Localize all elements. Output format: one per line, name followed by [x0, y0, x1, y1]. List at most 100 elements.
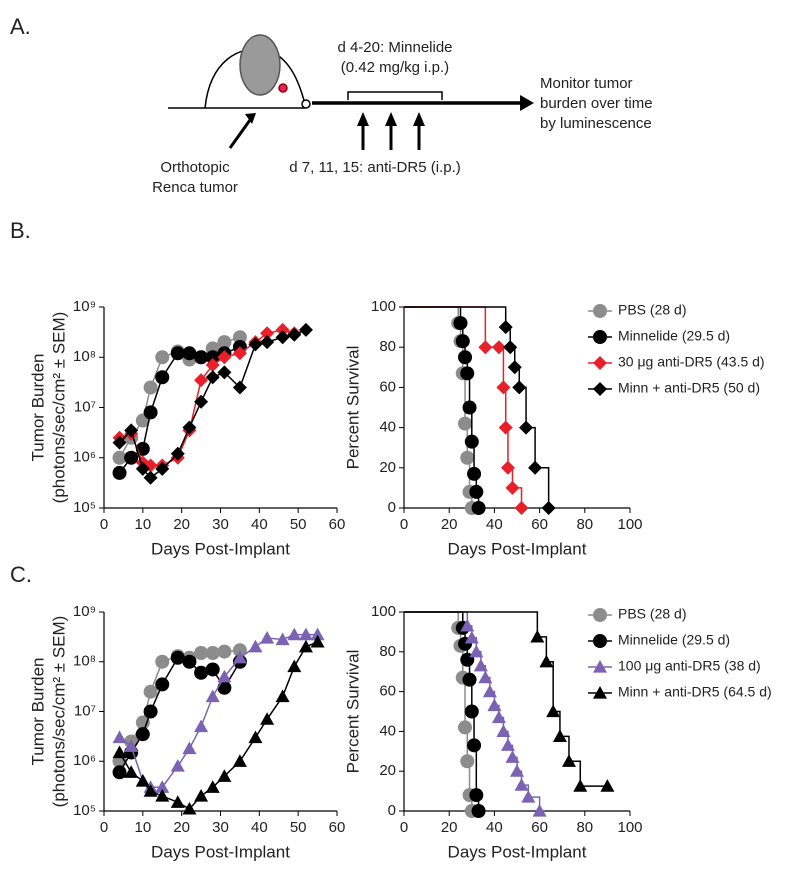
marker	[124, 765, 139, 778]
marker	[532, 804, 547, 817]
marker	[310, 634, 325, 648]
marker	[298, 322, 313, 337]
x-tick-label: 10	[134, 516, 151, 533]
marker	[182, 654, 197, 669]
y-tick-label: 10⁷	[74, 398, 96, 415]
marker	[310, 627, 325, 641]
annotation: by luminescence	[540, 115, 652, 132]
marker	[453, 316, 468, 331]
marker	[507, 360, 522, 375]
marker	[600, 779, 615, 792]
marker	[155, 789, 170, 802]
marker	[260, 326, 275, 341]
annotation: Orthotopic	[160, 159, 230, 176]
x-tick-label: 60	[531, 516, 548, 533]
marker	[135, 727, 150, 742]
y-axis-label: (photons/sec/cm² ± SEM)	[49, 616, 68, 808]
marker	[460, 618, 475, 632]
marker	[232, 643, 247, 658]
marker	[143, 684, 158, 699]
marker	[514, 501, 529, 515]
y-tick-label: 40	[379, 722, 396, 739]
marker	[194, 719, 209, 733]
legend-label: Minnelide (29.5 d)	[618, 632, 730, 648]
x-tick-label: 60	[531, 819, 548, 836]
survival-curve	[404, 611, 608, 787]
marker	[248, 639, 263, 653]
x-tick-label: 50	[290, 516, 307, 533]
legend-label: Minnelide (29.5 d)	[618, 328, 730, 344]
marker	[298, 639, 313, 653]
marker	[530, 629, 545, 643]
x-axis-label: Days Post-Implant	[151, 842, 290, 861]
marker	[170, 346, 185, 361]
y-tick-label: 10⁶	[73, 752, 96, 769]
marker	[491, 340, 506, 355]
marker	[182, 346, 197, 361]
marker	[496, 380, 511, 395]
marker	[143, 380, 158, 395]
marker	[155, 350, 170, 365]
marker	[473, 658, 488, 672]
legend-label: Minn + anti-DR5 (50 d)	[618, 380, 760, 396]
marker	[205, 645, 220, 660]
annotation: Renca tumor	[152, 179, 238, 196]
marker	[248, 337, 263, 352]
marker	[124, 450, 139, 465]
legend-marker	[593, 356, 607, 370]
marker	[217, 335, 232, 350]
y-tick-label: 10⁵	[73, 802, 96, 819]
marker	[143, 704, 158, 719]
marker	[217, 669, 232, 683]
marker	[287, 627, 302, 641]
y-tick-label: 0	[388, 802, 396, 819]
marker	[478, 340, 493, 355]
y-tick-label: 10⁹	[73, 603, 96, 620]
panel-label: C.	[10, 562, 32, 587]
marker	[467, 738, 482, 753]
legend-marker	[593, 634, 607, 648]
marker	[232, 346, 247, 361]
series-line	[118, 329, 307, 479]
x-tick-label: 10	[134, 819, 151, 836]
y-tick-label: 60	[379, 378, 396, 395]
x-tick-label: 50	[290, 819, 307, 836]
marker	[478, 670, 493, 684]
x-tick-label: 20	[441, 819, 458, 836]
marker	[462, 400, 477, 415]
x-tick-label: 0	[400, 819, 408, 836]
legend-marker	[593, 382, 607, 396]
marker	[464, 630, 479, 644]
marker	[552, 729, 567, 742]
marker	[194, 373, 209, 388]
marker	[205, 350, 220, 365]
marker	[205, 358, 220, 373]
marker	[460, 754, 475, 769]
marker	[217, 365, 232, 380]
marker	[112, 450, 127, 465]
marker	[512, 380, 527, 395]
x-tick-label: 100	[617, 819, 642, 836]
legend-marker	[593, 608, 607, 622]
marker	[528, 460, 543, 475]
marker	[514, 778, 529, 791]
x-tick-label: 0	[400, 516, 408, 533]
marker	[217, 644, 232, 659]
x-tick-label: 0	[100, 819, 108, 836]
marker	[298, 627, 313, 641]
annotation: d 4-20: Minnelide	[337, 39, 452, 56]
marker	[287, 659, 302, 673]
marker	[232, 754, 247, 767]
legend-label: 100 μg anti-DR5 (38 d)	[618, 658, 761, 674]
marker	[275, 322, 290, 337]
y-tick-label: 80	[379, 338, 396, 355]
x-tick-label: 40	[486, 516, 503, 533]
marker	[182, 801, 197, 815]
marker	[458, 350, 473, 365]
legend-label: PBS (28 d)	[618, 606, 686, 622]
marker	[248, 730, 263, 744]
marker	[491, 710, 506, 724]
y-axis-label: Tumor Burden	[28, 657, 47, 765]
marker	[205, 689, 220, 703]
